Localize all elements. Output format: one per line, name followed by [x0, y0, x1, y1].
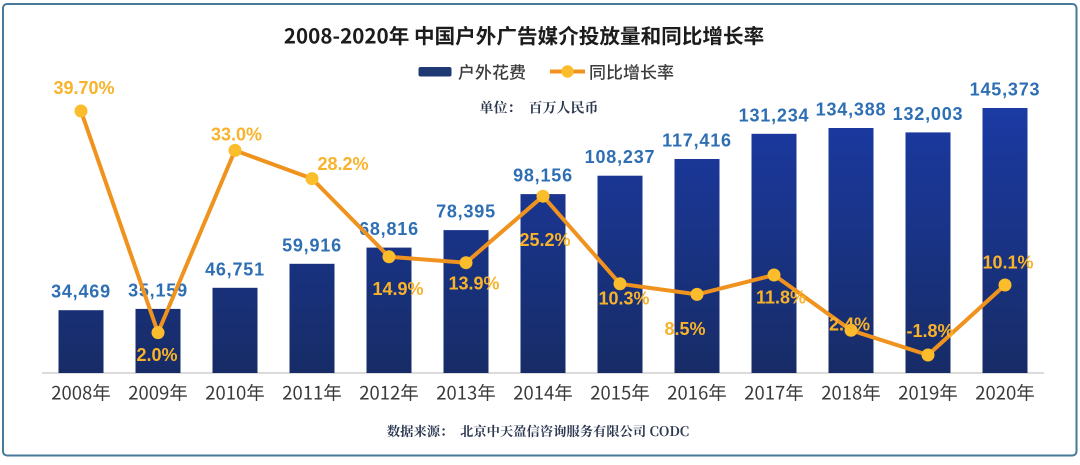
svg-text:13.9%: 13.9% — [448, 274, 499, 294]
svg-text:-1.8%: -1.8% — [906, 321, 953, 341]
svg-text:117,416: 117,416 — [662, 131, 732, 151]
svg-text:33.0%: 33.0% — [211, 125, 262, 145]
svg-text:145,373: 145,373 — [970, 80, 1041, 100]
svg-text:46,751: 46,751 — [205, 259, 265, 279]
svg-text:8.5%: 8.5% — [664, 319, 705, 339]
svg-text:28.2%: 28.2% — [317, 154, 368, 174]
svg-text:108,237: 108,237 — [585, 147, 656, 167]
svg-text:78,395: 78,395 — [436, 202, 496, 222]
svg-text:98,156: 98,156 — [513, 166, 573, 186]
svg-text:68,816: 68,816 — [359, 219, 419, 239]
svg-text:34,469: 34,469 — [51, 282, 111, 302]
svg-text:10.1%: 10.1% — [982, 253, 1033, 273]
svg-text:11.8%: 11.8% — [756, 288, 806, 308]
svg-text:132,003: 132,003 — [893, 104, 964, 124]
svg-text:2.0%: 2.0% — [136, 345, 177, 365]
svg-text:14.9%: 14.9% — [372, 279, 423, 299]
svg-text:39.70%: 39.70% — [53, 78, 114, 98]
svg-text:10.3%: 10.3% — [598, 289, 649, 309]
svg-text:25.2%: 25.2% — [519, 230, 570, 250]
svg-text:131,234: 131,234 — [739, 105, 810, 125]
svg-text:134,388: 134,388 — [816, 100, 887, 120]
svg-text:59,916: 59,916 — [282, 235, 342, 255]
svg-text:2.4%: 2.4% — [829, 315, 870, 335]
